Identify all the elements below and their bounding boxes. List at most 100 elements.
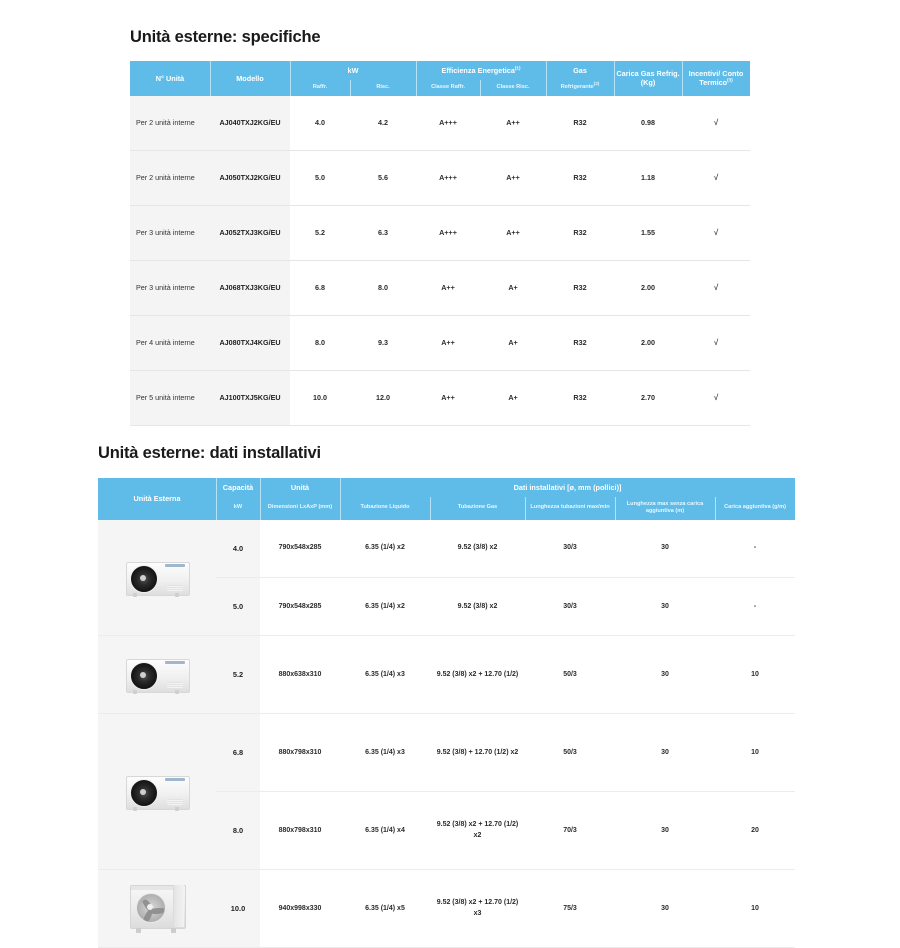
outdoor-unit-horizontal-icon — [98, 656, 216, 694]
cell-incentivi: √ — [682, 260, 751, 316]
table-row: 6.8 880x798x310 6.35 (1/4) x3 9.52 (3/8) + … — [98, 713, 796, 871]
cell-modello: AJ080TXJ4KG/EU — [210, 315, 290, 371]
table-row: Per 2 unità interne AJ050TXJ2KG/EU 5.0 5.6 A… — [130, 150, 751, 206]
cell-classe-raffr: A++ — [416, 315, 481, 371]
cell-risc: 12.0 — [350, 370, 417, 426]
cell-classe-risc: A+ — [480, 370, 547, 426]
th-kw: kW — [216, 496, 260, 520]
table-row: 4.0 790x548x285 6.35 (1/4) x2 9.52 (3/8) x2… — [98, 519, 796, 637]
cell-classe-raffr: A+++ — [416, 95, 481, 151]
cell-tubazione-gas: 9.52 (3/8) x2 + 12.70 (1/2) — [430, 635, 525, 715]
table-row: Per 3 unità interne AJ052TXJ3KG/EU 5.2 6.3 A… — [130, 205, 751, 261]
cell-dimensioni: 880x798x310 — [260, 791, 340, 871]
cell-lunghezza-max: 30 — [615, 577, 715, 637]
cell-incentivi: √ — [682, 150, 751, 206]
cell-tubazione-gas: 9.52 (3/8) x2 + 12.70 (1/2) x2 — [430, 791, 525, 871]
th-raffr: Raffr. — [290, 79, 350, 96]
cell-tubazione-liquido: 6.35 (1/4) x3 — [340, 635, 430, 715]
cell-tubazione-gas: 9.52 (3/8) x2 — [430, 577, 525, 637]
cell-classe-raffr: A++ — [416, 260, 481, 316]
cell-modello: AJ052TXJ3KG/EU — [210, 205, 290, 261]
th-tubazione-gas: Tubazione Gas — [430, 496, 525, 520]
table-row: Per 5 unità interne AJ100TXJ5KG/EU 10.0 12.… — [130, 370, 751, 426]
table-row: 8.0 880x798x310 6.35 (1/4) x4 9.52 (3/8) x2… — [98, 791, 796, 871]
cell-carica-aggiuntiva: - — [715, 577, 796, 637]
th-incentivi: Incentivi/ Conto Termico(3) — [682, 60, 751, 96]
table1-sub-header-row: Raffr. Risc. Classe Raffr. Classe Risc. … — [130, 79, 750, 96]
cell-modello: AJ100TXJ5KG/EU — [210, 370, 290, 426]
cell-lunghezza-max: 30 — [615, 791, 715, 871]
section2-title: Unità esterne: dati installativi — [98, 444, 321, 462]
th-modello: Modello — [210, 60, 290, 96]
cell-tubazione-liquido: 6.35 (1/4) x2 — [340, 519, 430, 579]
cell-gas: R32 — [546, 260, 615, 316]
th-classe-risc: Classe Risc. — [480, 79, 547, 96]
th-tubazione-liquido: Tubazione Liquido — [340, 496, 430, 520]
table1-group-header-row: N° Unità Modello kW Efficienza Energetic… — [130, 60, 751, 96]
cell-carica-aggiuntiva: - — [715, 519, 796, 579]
th-carica-aggiuntiva: Carica aggiuntiva (g/m) — [715, 496, 796, 520]
cell-risc: 6.3 — [350, 205, 417, 261]
cell-lunghezza-tubazioni: 70/3 — [525, 791, 615, 871]
cell-risc: 4.2 — [350, 95, 417, 151]
cell-capacita: 4.0 — [216, 519, 260, 579]
cell-dimensioni: 880x798x310 — [260, 713, 340, 793]
cell-risc: 5.6 — [350, 150, 417, 206]
cell-n-unita: Per 3 unità interne — [130, 260, 210, 316]
table2-group-header-row: Unità Esterna Capacità Unità Dati instal… — [98, 477, 796, 520]
cell-incentivi: √ — [682, 315, 751, 371]
spec-sheet-page: Unità esterne: specifiche N° Unità Model… — [98, 28, 796, 948]
cell-tubazione-gas: 9.52 (3/8) x2 — [430, 519, 525, 579]
cell-risc: 8.0 — [350, 260, 417, 316]
cell-capacita: 8.0 — [216, 791, 260, 871]
cell-lunghezza-tubazioni: 75/3 — [525, 869, 615, 948]
cell-dimensioni: 790x548x285 — [260, 519, 340, 579]
cell-raffr: 10.0 — [290, 370, 350, 426]
th-group-gas: Gas — [546, 60, 615, 80]
cell-outdoor-unit-image — [98, 869, 216, 948]
cell-incentivi: √ — [682, 205, 751, 261]
cell-dimensioni: 880x638x310 — [260, 635, 340, 715]
cell-risc: 9.3 — [350, 315, 417, 371]
outdoor-unit-tall-icon — [98, 884, 216, 933]
cell-tubazione-liquido: 6.35 (1/4) x5 — [340, 869, 430, 948]
table-row: 5.2 880x638x310 6.35 (1/4) x3 9.52 (3/8) x2… — [98, 635, 796, 715]
th-lunghezza-tubazioni: Lunghezza tubazioni max/min — [525, 496, 615, 520]
cell-capacita: 5.2 — [216, 635, 260, 715]
table1-head: N° Unità Modello kW Efficienza Energetic… — [130, 60, 751, 96]
outdoor-specs-table: N° Unità Modello kW Efficienza Energetic… — [130, 60, 751, 426]
cell-gas: R32 — [546, 370, 615, 426]
table-row: Per 3 unità interne AJ068TXJ3KG/EU 6.8 8.0 A… — [130, 260, 751, 316]
table2-sub-header-row: kW Dimensioni LxAxP (mm) Tubazione Liqui… — [98, 496, 796, 520]
cell-carica-gas: 2.00 — [614, 260, 683, 316]
table2-head: Unità Esterna Capacità Unità Dati instal… — [98, 477, 796, 520]
cell-lunghezza-max: 30 — [615, 635, 715, 715]
cell-raffr: 5.0 — [290, 150, 350, 206]
cell-classe-raffr: A++ — [416, 370, 481, 426]
cell-tubazione-liquido: 6.35 (1/4) x3 — [340, 713, 430, 793]
section1-title: Unità esterne: specifiche — [130, 28, 321, 46]
table1-body: Per 2 unità interne AJ040TXJ2KG/EU 4.0 4.2 A… — [130, 95, 751, 426]
cell-modello: AJ050TXJ2KG/EU — [210, 150, 290, 206]
cell-carica-gas: 2.00 — [614, 315, 683, 371]
cell-carica-gas: 1.55 — [614, 205, 683, 261]
cell-carica-gas: 2.70 — [614, 370, 683, 426]
cell-outdoor-unit-image — [98, 519, 216, 637]
th-carica-gas: Carica Gas Refrig. (Kg) — [614, 60, 683, 96]
outdoor-install-table: Unità Esterna Capacità Unità Dati instal… — [98, 477, 796, 948]
th-group-kw: kW — [290, 60, 417, 80]
cell-raffr: 4.0 — [290, 95, 350, 151]
th-n-unita: N° Unità — [130, 60, 210, 96]
cell-n-unita: Per 2 unità interne — [130, 150, 210, 206]
table-row: Per 2 unità interne AJ040TXJ2KG/EU 4.0 4.2 A… — [130, 95, 751, 151]
cell-modello: AJ040TXJ2KG/EU — [210, 95, 290, 151]
cell-outdoor-unit-image — [98, 635, 216, 715]
cell-dimensioni: 940x998x330 — [260, 869, 340, 948]
cell-tubazione-liquido: 6.35 (1/4) x4 — [340, 791, 430, 871]
cell-classe-risc: A+ — [480, 260, 547, 316]
cell-capacita: 6.8 — [216, 713, 260, 793]
cell-lunghezza-tubazioni: 50/3 — [525, 635, 615, 715]
cell-lunghezza-max: 30 — [615, 519, 715, 579]
cell-outdoor-unit-image — [98, 713, 216, 871]
th-refrigerante: Refrigerante(2) — [546, 79, 615, 96]
